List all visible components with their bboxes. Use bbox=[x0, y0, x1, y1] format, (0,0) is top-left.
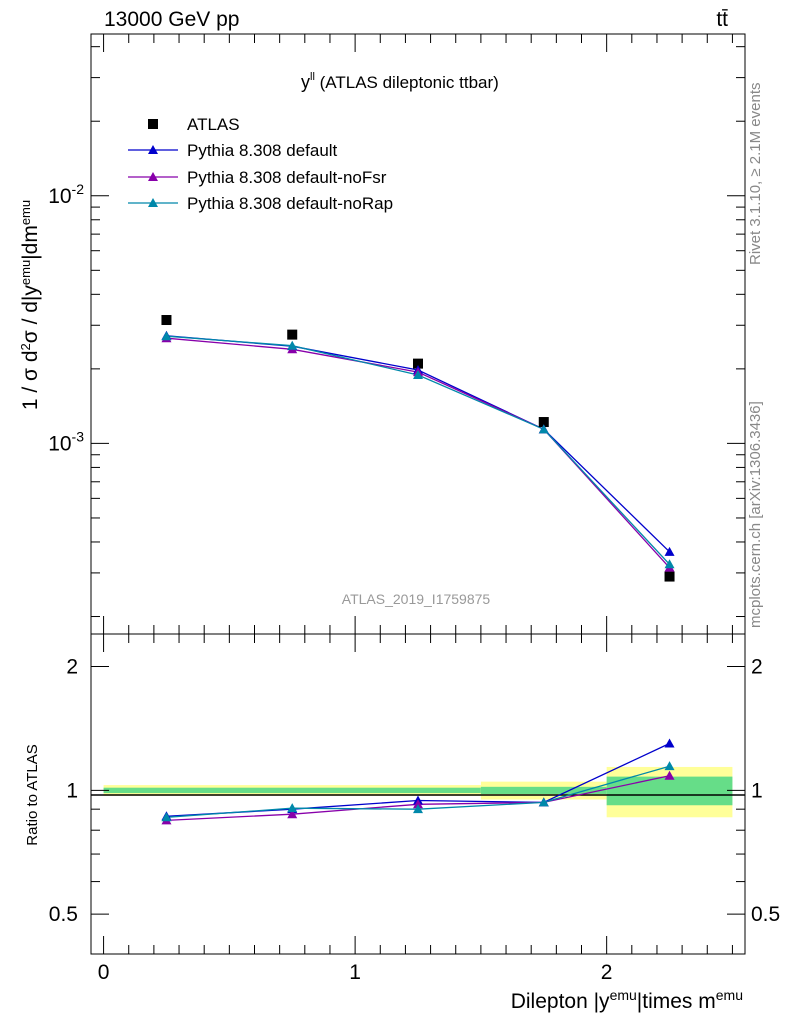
x-tick-label: 2 bbox=[601, 961, 613, 984]
atlas-data-point bbox=[538, 417, 549, 428]
legend-label: ATLAS bbox=[187, 115, 240, 134]
energy-label: 13000 GeV pp bbox=[104, 8, 239, 31]
ratio-plot-frame bbox=[90, 633, 746, 955]
ratio-y-tick-label-right: 2 bbox=[751, 656, 763, 679]
ratio-axis-ticks: 0 1 2 2 2 1 1 0.5 0.5 bbox=[49, 634, 780, 984]
ratio-y-tick-label: 1 bbox=[66, 779, 78, 802]
mc-data-point bbox=[664, 559, 675, 569]
mc-data-point bbox=[664, 546, 675, 556]
ratio-series-markers bbox=[161, 738, 675, 825]
atlas-data-point bbox=[287, 329, 298, 340]
mc-data-point bbox=[287, 340, 298, 350]
ratio-data-point bbox=[664, 761, 675, 771]
legend-marker bbox=[148, 172, 158, 181]
plot-title-rest: (ATLAS dileptonic ttbar) bbox=[315, 73, 499, 92]
main-y-tick-label: 10-3 bbox=[48, 428, 84, 455]
plot-title-sup: ll bbox=[310, 71, 315, 83]
mc-data-point bbox=[161, 331, 172, 341]
atlas-data-point bbox=[664, 571, 675, 582]
ratio-data-point bbox=[287, 809, 298, 819]
x-tick-label: 1 bbox=[349, 961, 361, 984]
legend: ATLAS Pythia 8.308 default Pythia 8.308 de… bbox=[128, 115, 393, 213]
ratio-stat-uncertainty-band bbox=[606, 776, 733, 806]
legend-label: Pythia 8.308 default-noRap bbox=[187, 194, 393, 213]
main-series-markers bbox=[161, 315, 675, 582]
ratio-y-tick-label: 0.5 bbox=[49, 903, 78, 926]
main-axis-ticks: 10-2 10-3 bbox=[48, 34, 745, 634]
mc-data-point bbox=[413, 369, 423, 379]
ratio-data-point bbox=[413, 799, 423, 809]
main-panel: 10-2 10-3 yll (ATLAS dileptonic ttbar) 1 … bbox=[18, 33, 746, 635]
ratio-data-point bbox=[161, 812, 172, 822]
legend-atlas-marker bbox=[148, 119, 158, 129]
ratio-stat-uncertainty-band bbox=[480, 786, 607, 794]
analysis-tag: ATLAS_2019_I1759875 bbox=[342, 591, 491, 607]
source-label: mcplots.cern.ch [arXiv:1306.3436] bbox=[747, 401, 764, 628]
ratio-panel: 0 1 2 2 2 1 1 0.5 0.5 Ratio to ATLAS bbox=[24, 633, 780, 984]
ratio-data-point bbox=[664, 770, 675, 780]
ratio-data-point bbox=[287, 803, 298, 813]
x-tick-label: 0 bbox=[98, 961, 110, 984]
rivet-version-label: Rivet 3.1.10, ≥ 2.1M events bbox=[747, 83, 764, 266]
legend-marker bbox=[148, 145, 158, 154]
x-axis-label: Dilepton |yemu|times memu bbox=[511, 987, 743, 1013]
plot-title: yll (ATLAS dileptonic ttbar) bbox=[301, 71, 499, 92]
ratio-y-axis-label: Ratio to ATLAS bbox=[24, 744, 41, 845]
plot-title-main: y bbox=[301, 72, 310, 92]
legend-label: Pythia 8.308 default bbox=[187, 141, 338, 160]
process-label: tt̄ bbox=[716, 8, 728, 31]
main-y-tick-label: 10-2 bbox=[48, 181, 84, 208]
legend-marker bbox=[148, 198, 158, 207]
ratio-y-tick-label-right: 1 bbox=[751, 779, 763, 802]
ratio-data-point bbox=[413, 804, 423, 814]
ratio-data-point bbox=[538, 797, 549, 807]
ratio-y-tick-label: 2 bbox=[66, 656, 78, 679]
ratio-y-tick-label-right: 0.5 bbox=[751, 903, 780, 926]
legend-label: Pythia 8.308 default-noFsr bbox=[187, 168, 387, 187]
ratio-stat-uncertainty-band bbox=[103, 787, 481, 794]
atlas-data-point bbox=[161, 315, 172, 326]
ratio-data-point bbox=[664, 738, 675, 748]
atlas-data-point bbox=[413, 358, 423, 369]
mc-data-point bbox=[538, 424, 549, 434]
y-axis-label: 1 / σ d2σ / d|yemu|dmemu bbox=[18, 200, 42, 410]
